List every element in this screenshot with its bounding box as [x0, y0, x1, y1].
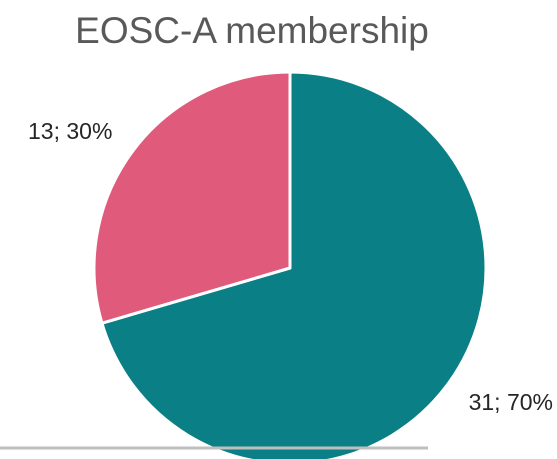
- data-label-slice-2: 13; 30%: [28, 118, 112, 144]
- pie-slices: [92, 70, 488, 459]
- data-label-slice-1: 31; 70%: [469, 389, 553, 415]
- pie-slice-2: [92, 70, 292, 325]
- chart-title: EOSC-A membership: [75, 10, 429, 51]
- pie-slice-1: [100, 70, 488, 459]
